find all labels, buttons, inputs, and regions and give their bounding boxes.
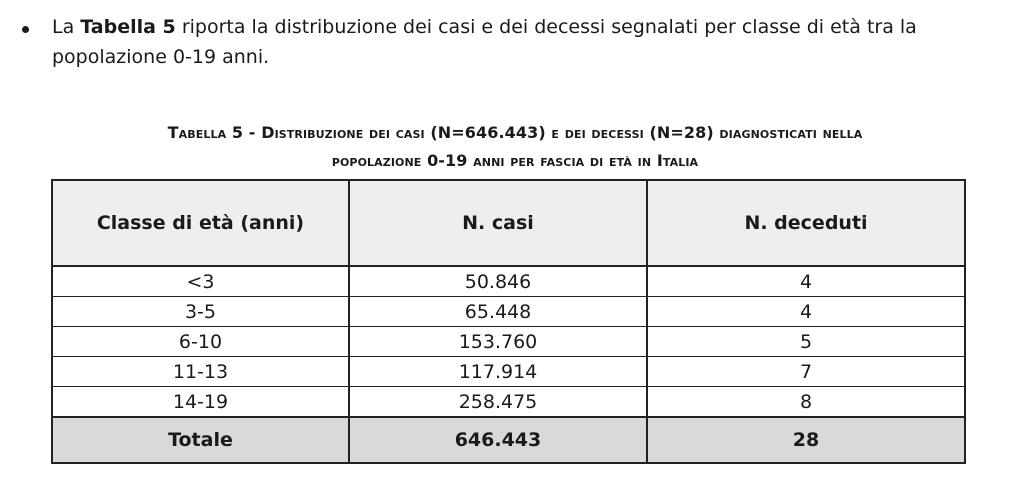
cell-age-class: 11-13	[51, 356, 350, 387]
total-label: Totale	[51, 416, 350, 464]
cell-age-class: 3-5	[51, 296, 350, 327]
intro-paragraph: La Tabella 5 riporta la distribuzione de…	[52, 12, 982, 72]
cell-deaths: 7	[646, 356, 966, 387]
bullet-dot-icon	[22, 26, 29, 33]
cell-cases: 258.475	[347, 386, 649, 418]
table-row: 6-10 153.760 5	[51, 326, 966, 357]
total-cases: 646.443	[347, 416, 649, 464]
cell-deaths: 4	[646, 265, 966, 297]
age-distribution-table: Classe di età (anni) N. casi N. deceduti…	[51, 179, 966, 464]
cell-deaths: 8	[646, 386, 966, 418]
cell-age-class: 6-10	[51, 326, 350, 357]
cell-cases: 65.448	[347, 296, 649, 327]
cell-cases: 117.914	[347, 356, 649, 387]
table-caption: Tabella 5 - Distribuzione dei casi (N=64…	[40, 119, 990, 175]
table-caption-line-1: Tabella 5 - Distribuzione dei casi (N=64…	[167, 123, 863, 142]
intro-prefix: La	[52, 16, 81, 38]
table-row: 14-19 258.475 8	[51, 386, 966, 418]
total-deaths: 28	[646, 416, 966, 464]
header-age-class: Classe di età (anni)	[51, 179, 350, 267]
cell-age-class: 14-19	[51, 386, 350, 418]
table-row: 3-5 65.448 4	[51, 296, 966, 327]
table-total-row: Totale 646.443 28	[51, 416, 966, 464]
intro-table-reference: Tabella 5	[80, 16, 176, 38]
table-header-row: Classe di età (anni) N. casi N. deceduti	[51, 179, 966, 267]
header-deaths: N. deceduti	[646, 179, 966, 267]
table-row: <3 50.846 4	[51, 265, 966, 297]
intro-suffix: riporta la distribuzione dei casi e dei …	[52, 16, 917, 68]
table-caption-line-2: popolazione 0-19 anni per fascia di età …	[331, 151, 699, 170]
cell-cases: 50.846	[347, 265, 649, 297]
cell-deaths: 5	[646, 326, 966, 357]
cell-deaths: 4	[646, 296, 966, 327]
cell-age-class: <3	[51, 265, 350, 297]
table-row: 11-13 117.914 7	[51, 356, 966, 387]
header-cases: N. casi	[347, 179, 649, 267]
cell-cases: 153.760	[347, 326, 649, 357]
